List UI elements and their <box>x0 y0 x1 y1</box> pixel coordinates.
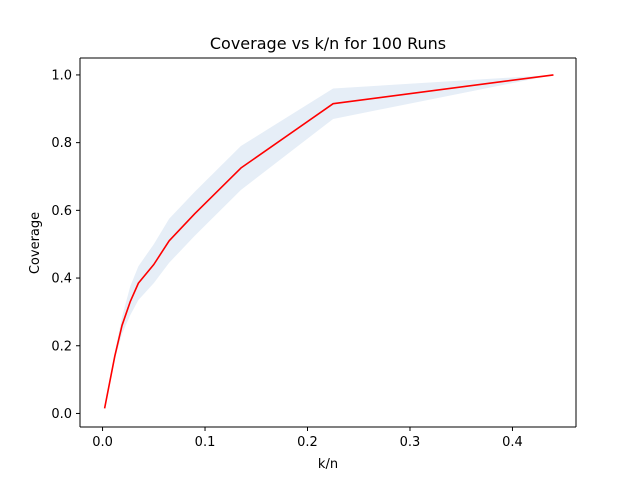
x-tick-label: 0.0 <box>92 435 113 450</box>
y-axis-label: Coverage <box>28 212 43 274</box>
x-tick-label: 0.3 <box>400 435 421 450</box>
plot-layer <box>103 74 554 409</box>
y-tick-label: 0.8 <box>51 136 72 151</box>
x-tick-label: 0.4 <box>502 435 523 450</box>
axes-layer: 0.0 0.1 0.2 0.3 0.4 0.0 0.2 0.4 0.6 0.8 1.0 <box>51 57 577 450</box>
x-tick-label: 0.2 <box>297 435 318 450</box>
series-line-0 <box>103 74 554 409</box>
y-tick-label: 0.0 <box>51 407 72 422</box>
x-axis-label: k/n <box>318 457 338 472</box>
y-tick-label: 1.0 <box>51 68 72 83</box>
x-tick-label: 0.1 <box>195 435 216 450</box>
y-tick-label: 0.6 <box>51 204 72 219</box>
chart-title: Coverage vs k/n for 100 Runs <box>210 34 446 53</box>
y-tick-label: 0.2 <box>51 339 72 354</box>
y-tick-label: 0.4 <box>51 272 72 287</box>
